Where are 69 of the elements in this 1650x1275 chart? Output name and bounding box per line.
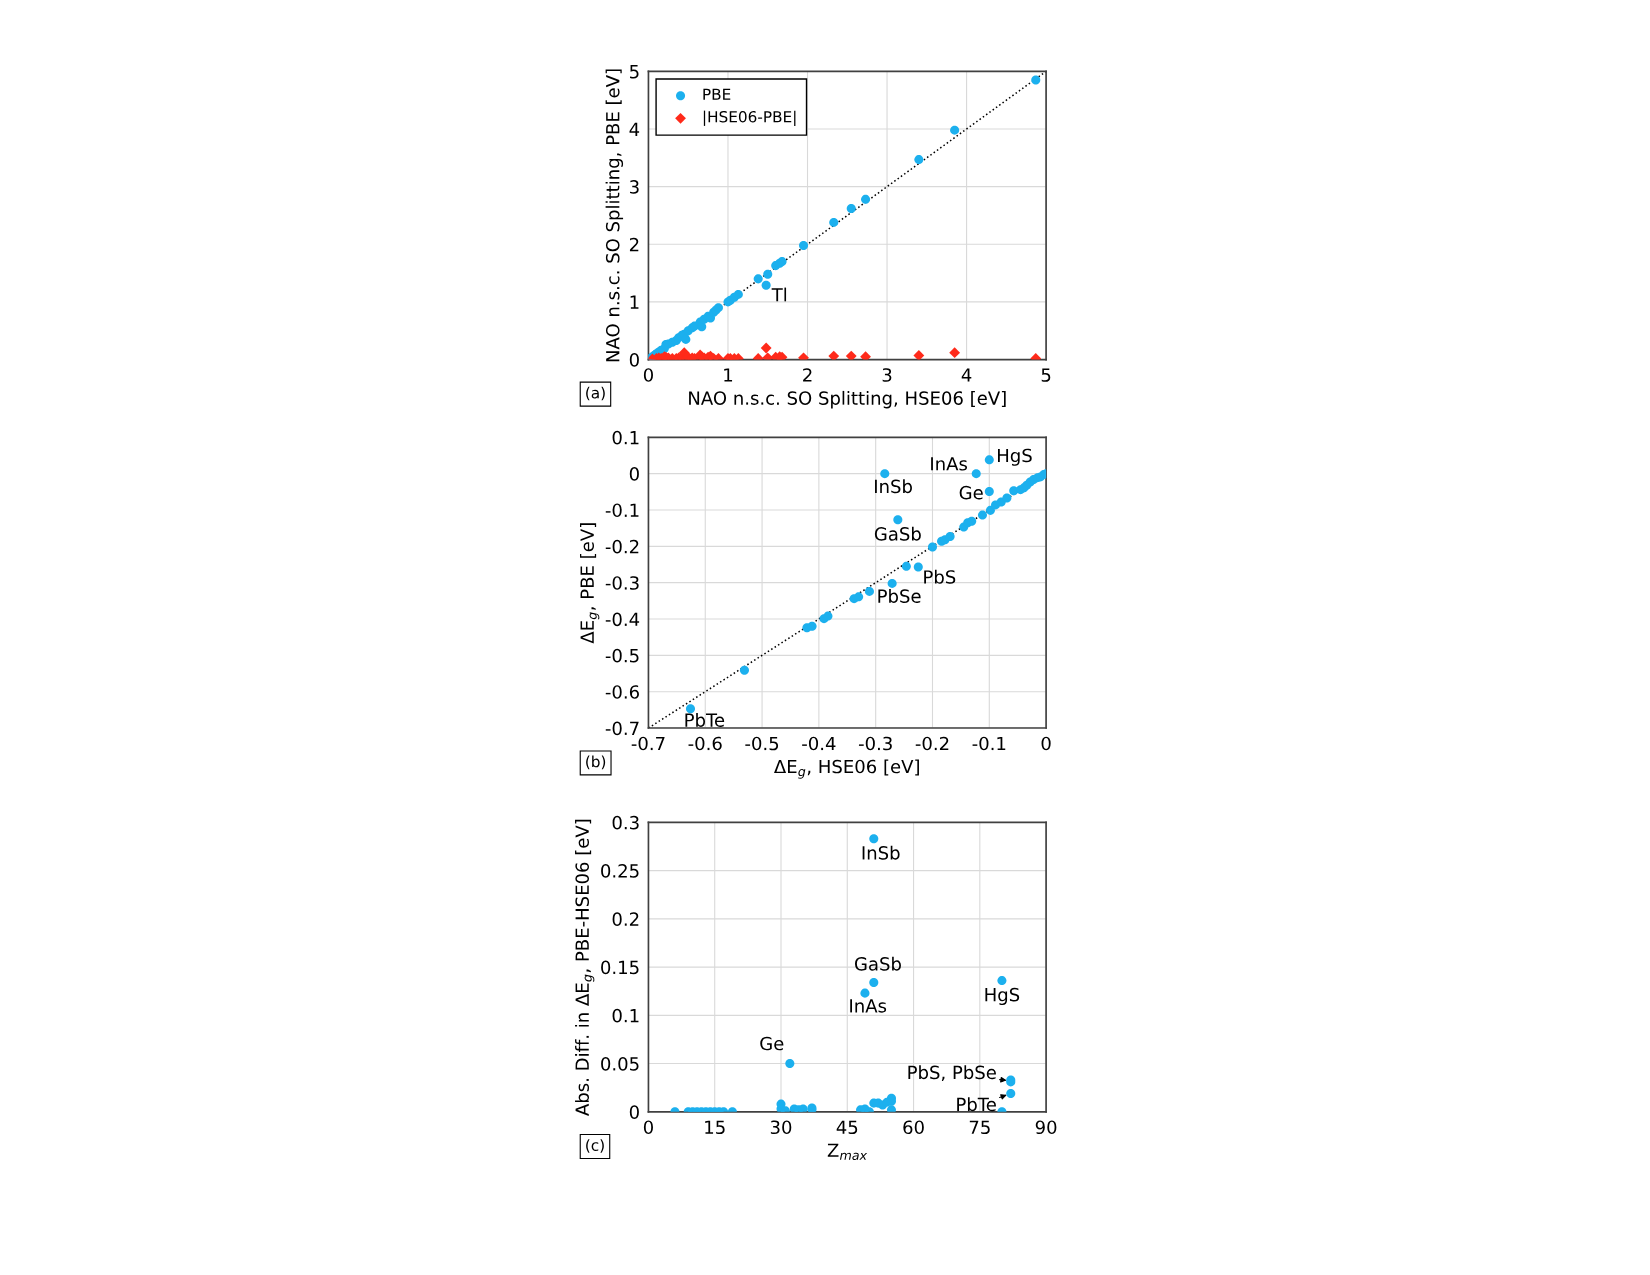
y-tick-label: -0.3	[605, 576, 639, 590]
x-tick-label: 0	[643, 1120, 653, 1135]
y-tick-label: -0.1	[605, 503, 639, 518]
annotation: InAs	[931, 457, 968, 471]
y-axis-title: ΔE$_{g}$, PBE [eV]	[580, 523, 600, 644]
x-tick-label: 5	[1041, 368, 1051, 382]
annotation: GaSb	[874, 526, 921, 541]
y-axis-title: Abs. Diff. in ΔE$_{g}$, PBE-HSE06 [eV]	[575, 819, 595, 1116]
y-tick-label: 0.1	[612, 430, 639, 445]
annotation: PbS	[924, 569, 956, 584]
y-tick-label: 0.3	[612, 815, 639, 830]
x-tick-label: -0.3	[858, 736, 892, 751]
legend-label: PBE	[703, 88, 731, 100]
annotation: GaSb	[854, 956, 901, 971]
y-tick-label: 3	[630, 180, 639, 194]
x-axis-title: Z$_{max}$	[827, 1143, 868, 1161]
x-tick-label: 90	[1035, 1120, 1057, 1135]
y-tick-label: 0.15	[601, 960, 639, 975]
x-axis-title: NAO n.s.c. SO Splitting, HSE06 [eV]	[689, 390, 1006, 409]
x-tick-label: 60	[903, 1120, 924, 1135]
y-tick-label: 4	[629, 122, 640, 136]
x-tick-label: 4	[961, 368, 972, 382]
x-tick-label: -0.4	[802, 736, 836, 751]
y-tick-label: 1	[630, 295, 639, 309]
x-tick-label: 15	[705, 1120, 725, 1135]
y-tick-label: -0.4	[605, 612, 640, 627]
x-tick-label: 1	[724, 368, 733, 382]
y-tick-label: 0.1	[612, 1008, 639, 1023]
annotation: PbTe	[685, 712, 725, 727]
legend-label: |HSE06-PBE|	[703, 110, 796, 126]
annotation: PbS, PbSe	[908, 1065, 996, 1082]
annotation: Ge	[959, 485, 983, 500]
y-tick-label: 5	[630, 65, 639, 79]
x-tick-label: 75	[969, 1120, 990, 1135]
text: (c)	[586, 1139, 604, 1153]
x-tick-label: -0.2	[915, 736, 949, 751]
x-tick-label: -0.5	[745, 736, 779, 751]
y-tick-label: 0	[629, 353, 639, 367]
x-tick-label: -0.6	[688, 736, 722, 751]
annotation: HgS	[985, 987, 1020, 1006]
y-tick-label: 0	[629, 1105, 639, 1119]
y-tick-label: 0.25	[601, 864, 639, 878]
text: (a)	[586, 386, 605, 401]
annotation: Ge	[760, 1036, 784, 1051]
x-axis-title: ΔE$_{g}$, HSE06 [eV]	[774, 759, 919, 779]
annotation: PbSe	[878, 588, 921, 603]
y-tick-label: -0.6	[605, 685, 639, 699]
x-tick-label: -0.1	[972, 736, 1006, 751]
x-tick-label: 0	[643, 368, 653, 382]
y-tick-label: 2	[629, 237, 639, 252]
x-tick-label: 2	[803, 368, 812, 382]
annotation: InSb	[862, 845, 900, 860]
y-tick-label: -0.7	[605, 721, 639, 736]
y-tick-label: 0.05	[601, 1057, 639, 1071]
annotation: InSb	[875, 479, 912, 494]
x-tick-label: 0	[1041, 736, 1051, 751]
text: (b)	[586, 755, 606, 770]
x-tick-label: 30	[770, 1120, 792, 1135]
y-tick-label: 0	[629, 467, 639, 481]
y-tick-label: -0.5	[605, 648, 639, 663]
annotation: PbTe	[957, 1097, 996, 1112]
y-tick-label: 0.2	[612, 912, 639, 926]
y-axis-title: NAO n.s.c. SO Splitting, PBE [eV]	[605, 69, 624, 362]
x-tick-label: 45	[836, 1120, 858, 1135]
y-tick-label: -0.2	[605, 539, 639, 554]
x-tick-label: 3	[882, 368, 892, 382]
annotation: Tl	[771, 287, 787, 302]
annotation: InAs	[850, 999, 887, 1013]
annotation: HgS	[998, 448, 1032, 466]
